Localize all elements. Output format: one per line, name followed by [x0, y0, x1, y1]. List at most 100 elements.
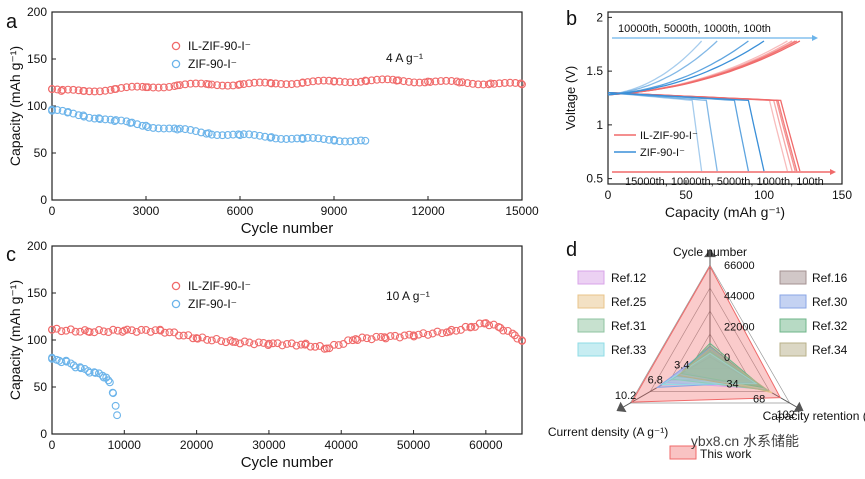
data-point — [481, 319, 490, 328]
data-point — [186, 126, 195, 134]
charge-curve — [607, 40, 765, 96]
data-point — [122, 117, 131, 126]
legend-label: IL-ZIF-90-I⁻ — [188, 279, 251, 293]
x-tick-label: 40000 — [325, 438, 359, 452]
data-point — [496, 323, 505, 332]
plot-frame — [51, 11, 523, 201]
legend-label: Ref.16 — [812, 271, 848, 285]
x-tick-label: 0 — [605, 188, 612, 202]
data-point — [372, 75, 381, 84]
data-point — [414, 330, 423, 339]
data-point — [71, 363, 80, 372]
data-point — [259, 338, 268, 347]
data-point — [510, 331, 519, 340]
data-point — [236, 339, 244, 348]
reference-area — [676, 348, 770, 392]
discharge-curve — [607, 91, 765, 172]
data-point — [267, 79, 276, 88]
data-point — [341, 137, 349, 146]
this-work-area — [631, 265, 782, 403]
data-point — [377, 333, 385, 341]
data-point — [490, 79, 499, 88]
data-point — [267, 133, 276, 141]
data-point — [378, 75, 387, 84]
legend-label: IL-ZIF-90-I⁻ — [188, 39, 251, 53]
data-point — [170, 328, 179, 337]
data-point — [264, 339, 273, 348]
data-point — [309, 133, 317, 142]
data-point — [344, 336, 353, 345]
data-point — [85, 368, 94, 377]
data-point — [101, 86, 110, 95]
x-tick-label: 3000 — [133, 204, 160, 218]
x-tick-label: 0 — [49, 204, 56, 218]
data-point — [181, 125, 190, 134]
y-tick-label: 50 — [34, 146, 48, 160]
data-point — [303, 133, 312, 142]
y-tick-label: 1.5 — [586, 64, 603, 78]
data-point — [122, 83, 131, 92]
data-point — [95, 326, 103, 334]
data-point — [475, 319, 484, 328]
data-point — [362, 334, 371, 343]
data-point — [174, 331, 183, 340]
data-point — [84, 327, 93, 336]
data-point — [181, 80, 190, 89]
data-point — [447, 77, 456, 85]
data-point — [109, 325, 118, 334]
data-point — [339, 339, 348, 348]
data-point — [142, 121, 150, 130]
data-point — [314, 134, 323, 143]
data-point — [48, 85, 56, 94]
data-point — [156, 326, 165, 335]
data-point — [127, 82, 136, 91]
y-axis-label: Voltage (V) — [563, 66, 578, 130]
data-point — [461, 322, 470, 331]
data-point — [351, 137, 360, 145]
data-point — [165, 328, 174, 337]
legend-swatch — [779, 318, 807, 333]
data-point — [160, 328, 169, 337]
data-point — [335, 137, 344, 146]
data-point — [495, 79, 504, 88]
discharge-curve — [607, 91, 798, 172]
data-point — [506, 78, 515, 87]
data-point — [486, 79, 495, 88]
data-point — [223, 131, 232, 139]
data-point — [175, 81, 184, 90]
legend-marker — [171, 59, 181, 69]
data-point — [287, 134, 296, 143]
data-point — [231, 338, 240, 347]
data-point — [69, 109, 78, 118]
data-point — [254, 338, 263, 347]
y-axis-label: Capacity (mAh g⁻¹) — [7, 280, 23, 400]
radar-tick-label: 34 — [726, 378, 738, 390]
data-point — [500, 78, 509, 87]
data-point — [71, 327, 80, 336]
panel-letter: d — [566, 239, 577, 261]
data-point — [303, 78, 312, 87]
data-point — [301, 340, 310, 349]
data-point — [76, 364, 85, 373]
data-point — [91, 368, 100, 377]
legend-swatch — [577, 294, 605, 309]
data-point — [58, 106, 67, 115]
panel-letter: c — [6, 244, 16, 266]
data-point — [419, 329, 428, 338]
y-tick-label: 50 — [34, 380, 48, 394]
panel-letter: b — [566, 8, 577, 30]
data-point — [361, 76, 370, 85]
data-point — [271, 134, 280, 143]
data-point — [311, 342, 320, 351]
charge-curve — [607, 40, 749, 96]
y-tick-label: 2 — [596, 10, 603, 24]
data-point — [63, 108, 72, 117]
y-tick-label: 150 — [27, 286, 47, 300]
annotation-arrowhead — [830, 169, 836, 175]
data-point — [143, 123, 152, 132]
data-point — [165, 82, 174, 91]
data-point — [74, 111, 83, 120]
x-tick-label: 50 — [679, 188, 693, 202]
data-point — [436, 77, 445, 85]
data-point — [518, 80, 526, 89]
